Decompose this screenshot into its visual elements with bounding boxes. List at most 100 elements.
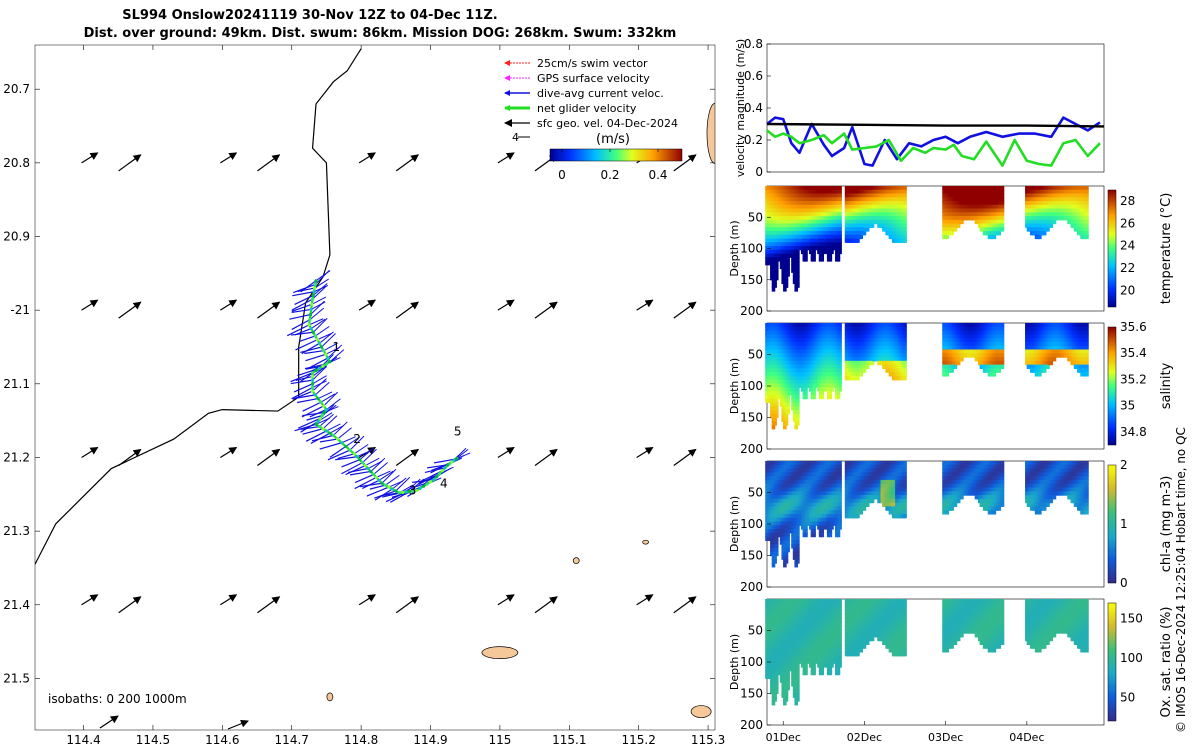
heatmap-cell — [997, 231, 1002, 236]
dive-avg-vector — [312, 317, 328, 333]
heatmap-cell — [1085, 193, 1089, 198]
heatmap-cell — [797, 242, 802, 247]
track-point — [309, 307, 313, 312]
waypoint-label-1: 1 — [332, 340, 340, 354]
heatmap-cell — [903, 238, 907, 243]
legend-sfc-geo-vel: sfc geo. vel. 04-Dec-2024 — [537, 117, 678, 130]
sfc-arrow — [257, 596, 281, 614]
speed-colorbar — [549, 148, 683, 162]
track-point — [312, 290, 316, 294]
dive-avg-vector — [302, 411, 325, 417]
sfc-arrow — [673, 301, 697, 319]
heatmap-cell — [838, 212, 842, 217]
heatmap-cell — [838, 383, 842, 388]
track-point — [322, 349, 326, 353]
colorbar-tick-label: 20 — [1120, 283, 1135, 297]
heatmap-cell — [774, 409, 779, 415]
coastline — [35, 48, 362, 565]
heatmap-cell — [1046, 364, 1050, 369]
heatmap-cell — [830, 375, 834, 381]
heatmap-cell — [903, 368, 907, 373]
heatmap-cell — [903, 353, 907, 358]
velocity-series-0 — [766, 116, 1101, 167]
sfc-arrow — [534, 448, 558, 466]
dive-avg-vector — [312, 285, 327, 300]
map-ytick-label: 21.3 — [3, 524, 30, 538]
dive-avg-vector — [293, 383, 313, 393]
sfc-arrow — [636, 594, 654, 606]
heatmap-cell — [773, 283, 777, 288]
heatmap-cell — [1000, 197, 1005, 202]
track-point — [352, 452, 356, 456]
velocity-series-1 — [766, 129, 1101, 167]
heatmap-cell — [838, 231, 842, 236]
track-point — [363, 463, 367, 468]
dive-avg-vector — [291, 308, 312, 314]
heatmap-cell — [786, 272, 790, 277]
colorbar-tick-label: 26 — [1120, 216, 1135, 230]
dive-avg-vector — [365, 457, 380, 467]
heatmap-cell — [771, 287, 776, 292]
sfc-arrow — [220, 594, 238, 606]
heatmap-cell — [903, 219, 907, 225]
heatmap-cell — [804, 249, 808, 255]
heatmap-cell — [765, 257, 769, 262]
track-point — [348, 448, 352, 452]
waypoint-label-5: 5 — [454, 425, 462, 439]
track-point — [317, 424, 322, 429]
heatmap-cell — [1049, 360, 1054, 366]
sfc-arrow — [257, 448, 281, 466]
heatmap-cell — [903, 223, 907, 228]
heatmap-cell — [765, 261, 769, 266]
heatmap-cell — [765, 246, 769, 251]
heatmap-cell — [838, 227, 842, 232]
heatmap-cell — [870, 360, 875, 366]
heatmap-cell — [1000, 186, 1005, 191]
track-point — [324, 352, 328, 356]
heatmap-cell — [838, 193, 842, 198]
heatmap-cell — [836, 391, 841, 396]
heatmap-cell — [1085, 208, 1089, 213]
heatmap-cell — [796, 409, 800, 415]
heatmap-cell — [1000, 326, 1005, 332]
map-xtick-label: 114.9 — [413, 733, 447, 747]
velocity-ytick-label: 0.6 — [744, 69, 763, 83]
dive-avg-vector — [366, 486, 390, 497]
track-point — [317, 341, 322, 345]
track-point — [310, 378, 315, 382]
dive-avg-vector — [319, 438, 338, 443]
map-xtick-label: 115.2 — [621, 733, 655, 747]
heatmap-cell — [950, 231, 954, 236]
heatmap-cell — [903, 193, 907, 198]
dive-avg-vector — [305, 365, 324, 370]
heatmap-cell — [1052, 219, 1057, 225]
track-point — [313, 334, 317, 338]
map-ytick-label: 20.8 — [3, 156, 30, 170]
heatmap-cell — [838, 330, 842, 335]
island-4 — [572, 557, 580, 564]
heatmap-cell — [903, 326, 907, 332]
heatmap-cell — [828, 394, 833, 400]
heatmap-cell — [796, 406, 800, 411]
heatmap-cell — [776, 253, 781, 258]
heatmap-cell — [774, 264, 779, 270]
track-point — [310, 389, 315, 393]
dive-avg-vector — [289, 313, 311, 320]
map-ytick-label: 21.1 — [3, 377, 30, 391]
track-point — [425, 482, 429, 486]
heatmap-cell — [838, 387, 842, 392]
sfc-arrow — [257, 301, 281, 319]
dive-avg-vector — [297, 417, 321, 429]
dive-avg-vector — [376, 470, 391, 478]
dive-avg-vector — [312, 378, 327, 392]
sfc-arrow — [534, 596, 558, 614]
map-legend: 25cm/s swim vector GPS surface velocity … — [504, 57, 683, 182]
sfc-arrow — [81, 152, 99, 164]
heatmap-cell — [903, 357, 907, 362]
heatmap-cell — [1052, 357, 1057, 362]
heatmap-cell — [838, 242, 842, 247]
dive-avg-vector — [323, 391, 339, 407]
heatmap-cell — [784, 413, 789, 419]
